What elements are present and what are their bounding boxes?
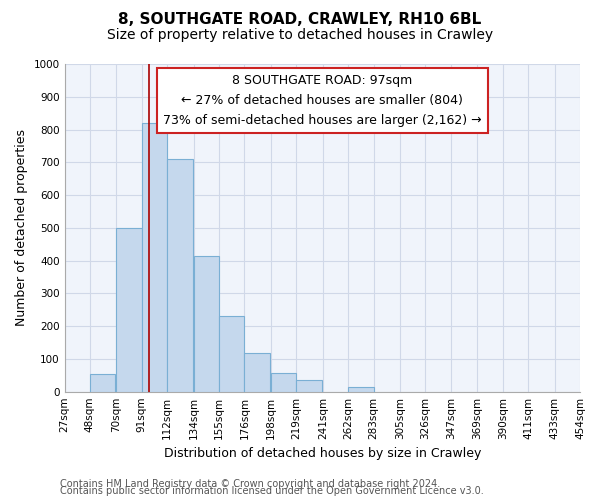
Text: 8, SOUTHGATE ROAD, CRAWLEY, RH10 6BL: 8, SOUTHGATE ROAD, CRAWLEY, RH10 6BL [118, 12, 482, 28]
Bar [194, 256, 219, 392]
Text: Contains public sector information licensed under the Open Government Licence v3: Contains public sector information licen… [60, 486, 484, 496]
Bar [271, 373, 296, 392]
Bar [90, 374, 115, 392]
Y-axis label: Number of detached properties: Number of detached properties [15, 130, 28, 326]
Text: 8 SOUTHGATE ROAD: 97sqm
← 27% of detached houses are smaller (804)
73% of semi-d: 8 SOUTHGATE ROAD: 97sqm ← 27% of detache… [163, 74, 482, 127]
Bar [219, 316, 244, 392]
X-axis label: Distribution of detached houses by size in Crawley: Distribution of detached houses by size … [164, 447, 481, 460]
Bar [348, 387, 374, 392]
Text: Contains HM Land Registry data © Crown copyright and database right 2024.: Contains HM Land Registry data © Crown c… [60, 479, 440, 489]
Bar [116, 228, 142, 392]
Text: Size of property relative to detached houses in Crawley: Size of property relative to detached ho… [107, 28, 493, 42]
Bar [244, 353, 270, 392]
Bar [296, 380, 322, 392]
Bar [142, 123, 167, 392]
Bar [167, 159, 193, 392]
